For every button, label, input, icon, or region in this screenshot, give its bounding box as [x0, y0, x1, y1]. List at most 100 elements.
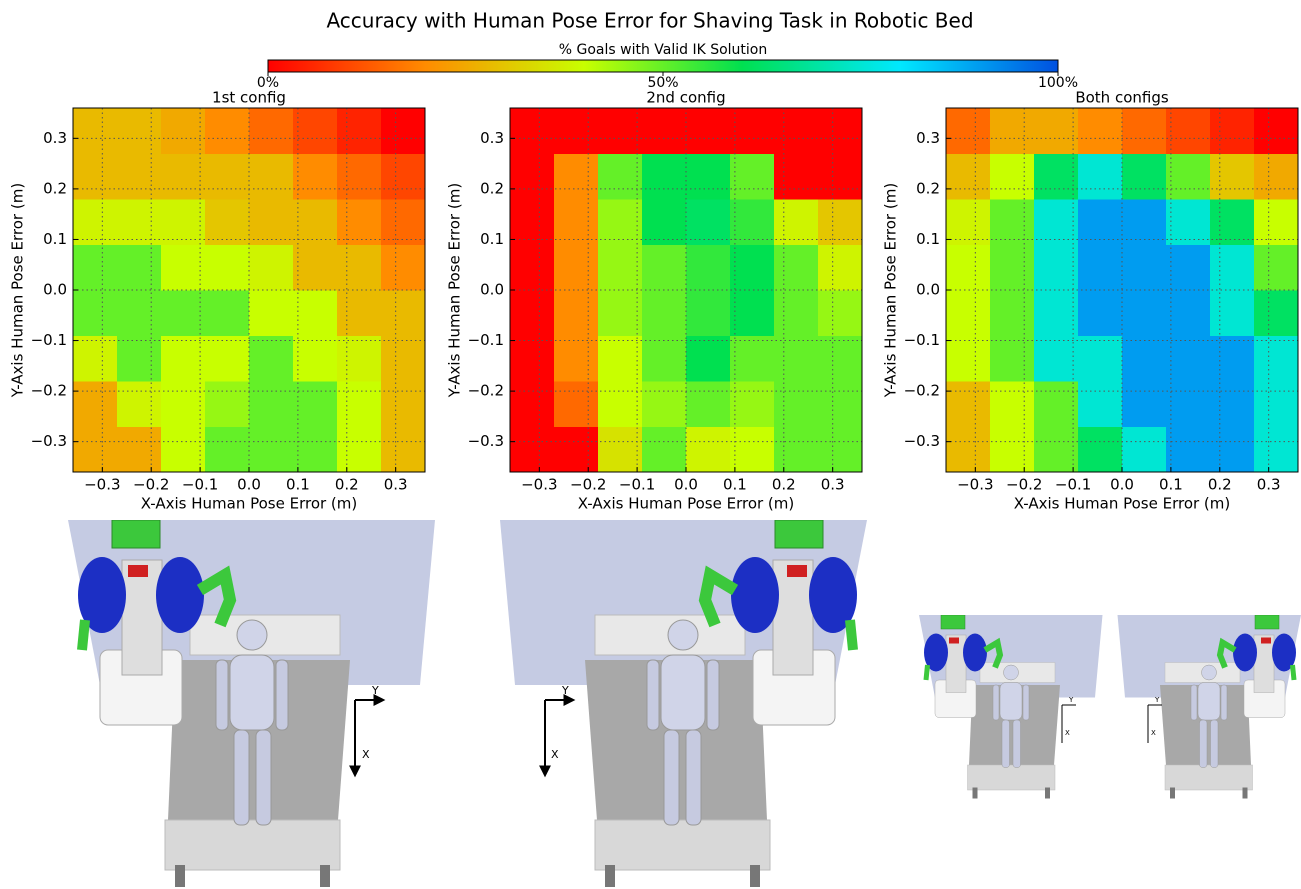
heat-cell [598, 245, 643, 291]
colorbar [268, 60, 1058, 72]
heat-cell [510, 199, 555, 245]
heat-cell [642, 108, 687, 154]
heat-cell [1166, 199, 1211, 245]
y-tick-label: 0.2 [43, 179, 67, 197]
heat-cell [1034, 199, 1079, 245]
heat-cell [117, 427, 162, 473]
heat-cell [946, 290, 991, 336]
heat-cell [598, 199, 643, 245]
heat-cell [818, 154, 863, 200]
heat-cell [554, 381, 599, 427]
heat-cell [381, 290, 426, 336]
heat-cell [293, 245, 338, 291]
y-tick-label: 0.2 [480, 179, 504, 197]
heat-cell [554, 245, 599, 291]
y-tick-label: 0.0 [916, 281, 940, 299]
heat-cell [686, 199, 731, 245]
heat-cell [381, 199, 426, 245]
heat-cell [337, 427, 382, 473]
y-tick-label: −0.3 [904, 432, 940, 450]
heat-cell [117, 108, 162, 154]
heat-cell [1078, 245, 1123, 291]
heat-cell [73, 427, 118, 473]
x-tick-label: −0.1 [619, 476, 655, 494]
heat-cell [1254, 290, 1299, 336]
y-tick-label: −0.2 [904, 382, 940, 400]
x-axis-label: X-Axis Human Pose Error (m) [1014, 495, 1231, 513]
heat-cell [249, 381, 294, 427]
heat-cell [1078, 427, 1123, 473]
heat-cell [554, 427, 599, 473]
heat-cell [818, 427, 863, 473]
heat-cell [249, 290, 294, 336]
heat-cell [774, 108, 819, 154]
x-tick-label: −0.2 [133, 476, 169, 494]
heat-cell [337, 199, 382, 245]
heat-cell [337, 245, 382, 291]
heat-cell [818, 199, 863, 245]
heat-cell [1078, 199, 1123, 245]
heat-cell [73, 336, 118, 382]
heat-cell [73, 154, 118, 200]
figure: Accuracy with Human Pose Error for Shavi… [0, 0, 1301, 889]
heat-cell [1166, 427, 1211, 473]
heat-cell [642, 199, 687, 245]
x-tick-label: 0.3 [1257, 476, 1281, 494]
y-tick-label: −0.3 [31, 432, 67, 450]
heat-cell [818, 336, 863, 382]
heat-cell [774, 199, 819, 245]
x-tick-label: 0.0 [237, 476, 261, 494]
heat-cell [554, 199, 599, 245]
heat-cell [161, 427, 206, 473]
heat-cell [117, 336, 162, 382]
heat-cell [686, 336, 731, 382]
heat-cell [293, 154, 338, 200]
heat-cell [730, 199, 775, 245]
heat-cell [161, 336, 206, 382]
heat-cell [73, 290, 118, 336]
heat-cell [205, 290, 250, 336]
heat-cell [249, 199, 294, 245]
heat-cell [990, 381, 1035, 427]
illustration [68, 520, 435, 887]
heat-cell [730, 108, 775, 154]
heat-cell [642, 336, 687, 382]
heat-cell [1166, 381, 1211, 427]
x-tick-label: 0.0 [674, 476, 698, 494]
heat-cell [161, 245, 206, 291]
heat-cell [381, 108, 426, 154]
y-tick-label: −0.2 [468, 382, 504, 400]
heat-cell [117, 199, 162, 245]
x-axis-label: X-Axis Human Pose Error (m) [578, 495, 795, 513]
heat-cell [381, 336, 426, 382]
x-tick-label: 0.2 [1208, 476, 1232, 494]
heat-cell [730, 381, 775, 427]
x-tick-label: 0.3 [821, 476, 845, 494]
heat-cell [337, 154, 382, 200]
heat-cell [598, 290, 643, 336]
heat-cell [73, 245, 118, 291]
heat-cell [510, 381, 555, 427]
heat-cell [686, 154, 731, 200]
x-axis-label: X-Axis Human Pose Error (m) [141, 495, 358, 513]
heat-cell [642, 427, 687, 473]
heat-cell [554, 290, 599, 336]
heat-cell [818, 108, 863, 154]
heat-cell [686, 245, 731, 291]
heat-cell [73, 381, 118, 427]
heat-cell [1210, 154, 1255, 200]
heat-cell [946, 245, 991, 291]
x-tick-label: −0.3 [521, 476, 557, 494]
heat-cell [161, 290, 206, 336]
heat-cell [337, 108, 382, 154]
heat-cell [818, 245, 863, 291]
heat-cell [730, 245, 775, 291]
heat-cell [381, 154, 426, 200]
heat-cell [554, 108, 599, 154]
heat-cell [1166, 290, 1211, 336]
heat-cell [990, 336, 1035, 382]
heat-cell [205, 245, 250, 291]
heat-cell [730, 427, 775, 473]
heat-cell [1210, 290, 1255, 336]
x-tick-label: −0.3 [84, 476, 120, 494]
